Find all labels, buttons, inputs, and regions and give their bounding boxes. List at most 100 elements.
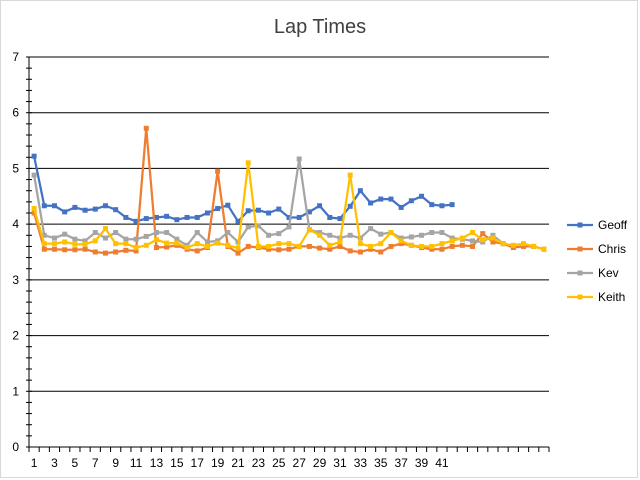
data-point-geoff — [62, 209, 68, 215]
data-point-keith — [31, 206, 37, 212]
data-point-chris — [113, 249, 119, 255]
data-point-chris — [378, 249, 384, 255]
data-point-chris — [62, 247, 68, 253]
data-point-chris — [51, 246, 57, 252]
data-point-chris — [459, 242, 465, 248]
data-point-geoff — [429, 202, 435, 208]
data-point-chris — [347, 248, 353, 254]
legend-marker-swatch — [577, 222, 583, 228]
data-point-kev — [123, 236, 129, 242]
data-point-keith — [194, 241, 200, 247]
x-tick-label: 41 — [435, 456, 449, 470]
data-point-kev — [449, 235, 455, 241]
data-point-geoff — [419, 193, 425, 199]
data-point-chris — [245, 243, 251, 249]
data-point-geoff — [72, 204, 78, 210]
series-line-keith — [33, 161, 545, 251]
data-point-kev — [174, 236, 180, 242]
legend-item-geoff: Geoff — [567, 218, 628, 232]
data-point-geoff — [153, 214, 159, 220]
data-point-keith — [204, 243, 210, 249]
data-point-keith — [296, 243, 302, 249]
data-point-keith — [490, 235, 496, 241]
y-tick-label: 6 — [12, 106, 19, 120]
data-point-chris — [276, 247, 282, 253]
data-point-chris — [521, 243, 527, 249]
data-point-kev — [153, 230, 159, 235]
data-point-kev — [378, 231, 384, 237]
data-point-chris — [439, 246, 445, 252]
data-point-chris — [215, 168, 221, 174]
legend-marker-swatch — [577, 270, 583, 276]
x-tick-label: 25 — [272, 456, 286, 470]
data-point-geoff — [41, 203, 47, 209]
y-tick-label: 4 — [12, 217, 19, 231]
series-group — [31, 125, 547, 256]
data-point-keith — [327, 242, 333, 248]
chart-title: Lap Times — [274, 16, 366, 38]
data-point-chris — [286, 246, 292, 252]
x-tick-label: 7 — [92, 456, 99, 470]
data-point-keith — [153, 237, 159, 243]
x-tick-label: 3 — [51, 456, 58, 470]
data-point-geoff — [133, 218, 139, 224]
data-point-keith — [357, 241, 363, 247]
data-point-geoff — [449, 202, 455, 208]
data-point-chris — [153, 245, 159, 251]
data-point-geoff — [388, 196, 394, 202]
data-point-keith — [123, 241, 129, 247]
data-point-keith — [531, 243, 537, 249]
data-point-kev — [225, 230, 231, 235]
y-tick-label: 7 — [12, 50, 19, 64]
data-point-chris — [357, 249, 363, 255]
x-tick-label: 29 — [313, 456, 327, 470]
data-point-kev — [92, 230, 98, 235]
data-point-keith — [347, 172, 353, 178]
data-point-keith — [92, 238, 98, 244]
data-point-keith — [276, 241, 282, 247]
x-tick-label: 27 — [293, 456, 307, 470]
data-point-chris — [368, 246, 374, 252]
data-point-chris — [490, 239, 496, 245]
data-point-geoff — [194, 214, 200, 220]
data-point-kev — [82, 238, 88, 244]
data-point-keith — [500, 241, 506, 247]
data-point-geoff — [82, 207, 88, 213]
data-point-geoff — [347, 203, 353, 209]
data-point-kev — [368, 226, 374, 232]
legend-marker-swatch — [577, 294, 583, 300]
data-point-kev — [245, 224, 251, 230]
data-point-geoff — [245, 208, 251, 214]
data-point-geoff — [215, 206, 221, 212]
data-point-geoff — [378, 196, 384, 202]
data-point-geoff — [235, 218, 241, 224]
legend-label: Keith — [598, 290, 625, 304]
x-tick-label: 5 — [72, 456, 79, 470]
y-tick-label: 1 — [12, 384, 19, 398]
legend-item-chris: Chris — [567, 242, 626, 256]
data-point-geoff — [51, 203, 57, 209]
data-point-kev — [51, 235, 57, 241]
x-tick-label: 31 — [333, 456, 347, 470]
data-point-keith — [541, 246, 547, 252]
data-point-kev — [31, 172, 37, 178]
data-point-geoff — [266, 210, 272, 216]
data-point-chris — [123, 247, 129, 253]
data-point-geoff — [204, 210, 210, 216]
data-point-kev — [72, 236, 78, 242]
data-point-geoff — [184, 214, 190, 220]
data-point-keith — [470, 230, 476, 235]
data-point-keith — [439, 241, 445, 247]
x-tick-label: 37 — [394, 456, 408, 470]
data-point-kev — [439, 230, 445, 235]
data-point-keith — [419, 243, 425, 249]
data-point-chris — [235, 250, 241, 256]
data-point-keith — [143, 242, 149, 248]
data-point-keith — [317, 232, 323, 238]
data-point-geoff — [225, 202, 231, 208]
legend-label: Chris — [598, 242, 626, 256]
data-point-keith — [113, 241, 119, 247]
data-point-keith — [51, 241, 57, 247]
